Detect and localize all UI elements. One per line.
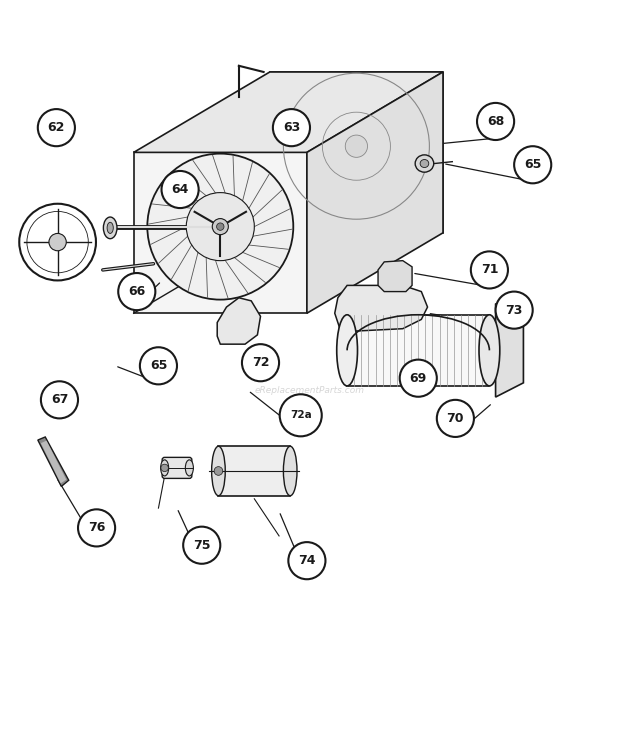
Circle shape <box>280 394 322 436</box>
Text: 73: 73 <box>505 304 523 317</box>
Circle shape <box>186 193 254 260</box>
Circle shape <box>38 109 75 147</box>
Polygon shape <box>335 286 428 332</box>
Circle shape <box>140 347 177 385</box>
Text: 65: 65 <box>150 359 167 372</box>
Text: 62: 62 <box>48 121 65 134</box>
Text: 72a: 72a <box>290 410 312 420</box>
Ellipse shape <box>104 217 117 239</box>
Text: 70: 70 <box>446 412 464 425</box>
Circle shape <box>242 344 279 381</box>
Text: 74: 74 <box>298 554 316 567</box>
Circle shape <box>49 234 66 251</box>
Polygon shape <box>378 260 412 292</box>
Polygon shape <box>41 440 66 484</box>
Circle shape <box>288 542 326 580</box>
Text: 69: 69 <box>410 372 427 385</box>
Circle shape <box>477 103 514 140</box>
Ellipse shape <box>420 159 429 167</box>
Circle shape <box>148 153 293 300</box>
Circle shape <box>183 527 220 564</box>
Circle shape <box>400 359 437 397</box>
Circle shape <box>471 251 508 289</box>
Circle shape <box>161 464 169 472</box>
Circle shape <box>162 171 198 208</box>
Ellipse shape <box>107 222 113 234</box>
Polygon shape <box>218 446 290 496</box>
Circle shape <box>514 147 551 183</box>
Circle shape <box>41 381 78 418</box>
Polygon shape <box>134 72 443 153</box>
Ellipse shape <box>415 155 434 172</box>
Text: 72: 72 <box>252 356 269 369</box>
FancyBboxPatch shape <box>162 458 192 478</box>
Ellipse shape <box>161 460 169 476</box>
Text: 65: 65 <box>524 158 541 171</box>
Ellipse shape <box>479 315 500 386</box>
Circle shape <box>273 109 310 147</box>
Text: 67: 67 <box>51 394 68 406</box>
Text: 64: 64 <box>171 183 188 196</box>
Polygon shape <box>270 72 443 233</box>
Polygon shape <box>134 153 307 313</box>
Circle shape <box>216 223 224 231</box>
Text: 76: 76 <box>88 522 105 534</box>
Ellipse shape <box>337 315 358 386</box>
Text: 75: 75 <box>193 539 211 552</box>
Text: 71: 71 <box>480 263 498 277</box>
Circle shape <box>437 400 474 437</box>
Ellipse shape <box>283 446 297 496</box>
Circle shape <box>19 204 96 280</box>
Ellipse shape <box>211 446 225 496</box>
Polygon shape <box>217 298 260 344</box>
Polygon shape <box>38 437 69 487</box>
Polygon shape <box>495 304 523 397</box>
Text: 68: 68 <box>487 115 504 128</box>
Text: 66: 66 <box>128 285 146 298</box>
Text: eReplacementParts.com: eReplacementParts.com <box>255 386 365 395</box>
Circle shape <box>78 510 115 546</box>
Circle shape <box>495 292 533 329</box>
Polygon shape <box>347 315 489 386</box>
Text: 63: 63 <box>283 121 300 134</box>
Circle shape <box>212 219 228 234</box>
Circle shape <box>214 466 223 475</box>
Polygon shape <box>307 72 443 313</box>
Circle shape <box>118 273 156 310</box>
Circle shape <box>345 135 368 157</box>
Ellipse shape <box>185 460 193 476</box>
